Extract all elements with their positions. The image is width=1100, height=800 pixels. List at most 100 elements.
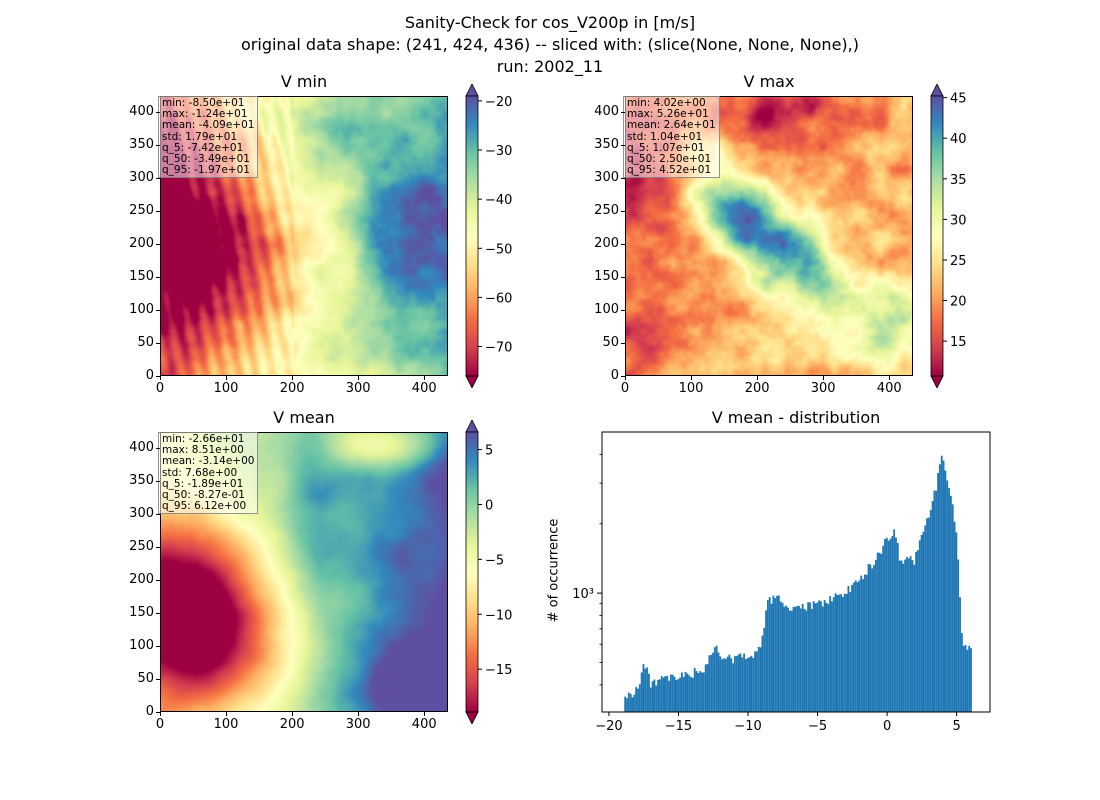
hist-bar bbox=[679, 677, 681, 712]
vmean-stats-box: min: -2.66e+01 max: 8.51e+00 mean: -3.14… bbox=[158, 432, 259, 515]
hist-bar bbox=[768, 597, 771, 712]
vmax-xtick-mark bbox=[757, 376, 759, 380]
vmax-xtick-mark bbox=[625, 376, 626, 380]
hist-bar bbox=[735, 655, 738, 712]
vmin-ytick-mark bbox=[156, 177, 160, 179]
hist-ylabel: # of occurrence bbox=[546, 518, 562, 623]
hist-bar bbox=[860, 575, 863, 712]
hist-bar bbox=[783, 606, 786, 712]
hist-bar bbox=[648, 673, 650, 712]
hist-bar bbox=[779, 601, 782, 712]
hist-bar bbox=[701, 672, 703, 712]
vmin-colorbar-extend-max bbox=[465, 84, 479, 97]
hist-bar bbox=[763, 627, 766, 712]
hist-bar bbox=[691, 677, 694, 712]
hist-bar bbox=[801, 604, 804, 712]
vmax-xtick-label: 400 bbox=[876, 381, 902, 396]
hist-bar bbox=[788, 610, 791, 712]
hist-bar bbox=[847, 585, 850, 712]
vmax-ytick-label: 300 bbox=[594, 169, 619, 185]
vmean-ytick-label: 150 bbox=[129, 604, 154, 620]
hist-title: V mean - distribution bbox=[711, 408, 881, 427]
hist-bar bbox=[746, 658, 749, 712]
vmax-ytick-label: 400 bbox=[594, 103, 619, 119]
hist-bar bbox=[638, 684, 641, 712]
hist-bar bbox=[666, 675, 669, 712]
hist-bar bbox=[878, 552, 881, 712]
vmin-stat-std: std: 1.79e+01 bbox=[162, 130, 238, 143]
vmean-stat-q95: q_95: 6.12e+00 bbox=[162, 500, 247, 513]
vmax-colorbar-tick-label: 35 bbox=[950, 173, 967, 188]
vmean-ytick-mark bbox=[156, 612, 160, 614]
vmin-ytick-mark bbox=[156, 342, 160, 344]
hist-bar bbox=[863, 574, 866, 712]
hist-bar bbox=[732, 663, 735, 712]
vmin-xtick-mark bbox=[292, 376, 294, 380]
vmin-xtick-label: 0 bbox=[155, 381, 165, 396]
vmin-colorbar-tick-label: −60 bbox=[485, 291, 512, 306]
vmean-colorbar-gradient bbox=[465, 431, 479, 713]
vmax-xtick-mark bbox=[823, 376, 825, 380]
hist-bar bbox=[682, 676, 685, 712]
hist-bar bbox=[712, 652, 714, 712]
vmax-xtick-label: 0 bbox=[620, 381, 630, 396]
hist-bar bbox=[737, 654, 740, 712]
hist-bar bbox=[626, 698, 628, 712]
hist-bar bbox=[948, 487, 950, 712]
vmax-ytick-label: 250 bbox=[594, 202, 619, 218]
vmean-xtick-mark bbox=[160, 712, 161, 716]
hist-bar bbox=[640, 672, 643, 712]
hist-bar bbox=[644, 668, 647, 712]
hist-bar bbox=[677, 679, 680, 712]
hist-bar bbox=[726, 656, 729, 712]
hist-bar bbox=[655, 685, 658, 712]
hist-bar bbox=[697, 673, 700, 712]
hist-bar bbox=[690, 677, 692, 712]
hist-bar bbox=[752, 658, 755, 712]
hist-bar bbox=[937, 472, 939, 712]
hist-bar bbox=[684, 671, 687, 712]
hist-bar bbox=[770, 603, 773, 712]
hist-bar bbox=[734, 656, 736, 712]
hist-bar bbox=[757, 646, 760, 712]
hist-bar bbox=[885, 537, 888, 712]
vmax-ytick-mark bbox=[621, 144, 625, 146]
vmax-xtick-label: 100 bbox=[678, 381, 704, 396]
vmin-ytick-mark bbox=[156, 276, 160, 278]
vmean-stat-max: max: 8.51e+00 bbox=[162, 444, 244, 457]
hist-frame bbox=[601, 431, 991, 713]
vmax-ytick-mark bbox=[621, 342, 625, 344]
hist-bar bbox=[968, 645, 971, 712]
hist-bar bbox=[799, 608, 802, 712]
hist-bar bbox=[642, 664, 645, 712]
vmin-ytick-label: 100 bbox=[129, 301, 154, 317]
hist-bar bbox=[792, 606, 795, 712]
vmax-title: V max bbox=[743, 72, 795, 91]
hist-bar bbox=[724, 658, 727, 712]
hist-bar bbox=[673, 676, 676, 712]
vmax-xtick-mark bbox=[691, 376, 693, 380]
hist-bar bbox=[829, 596, 832, 712]
vmean-colorbar-extend-min bbox=[465, 711, 479, 724]
hist-bar bbox=[686, 673, 689, 712]
hist-bar bbox=[781, 602, 784, 712]
vmin-xtick-label: 300 bbox=[345, 381, 371, 396]
hist-bar bbox=[966, 649, 969, 712]
hist-bar bbox=[924, 525, 927, 712]
hist-bar bbox=[659, 679, 661, 712]
hist-bar bbox=[889, 538, 892, 712]
hist-bar bbox=[766, 600, 769, 712]
hist-bar bbox=[662, 677, 665, 712]
vmax-ytick-label: 50 bbox=[602, 334, 619, 350]
vmean-ytick-mark bbox=[156, 513, 160, 515]
vmean-ytick-label: 200 bbox=[129, 571, 154, 587]
vmin-stat-q5: q_5: -7.42e+01 bbox=[162, 141, 244, 154]
hist-bar bbox=[717, 652, 720, 712]
hist-bar bbox=[730, 658, 733, 712]
hist-bar bbox=[719, 656, 722, 712]
vmin-ytick-label: 400 bbox=[129, 103, 154, 119]
hist-bar bbox=[748, 657, 751, 712]
hist-bar bbox=[904, 559, 907, 712]
vmin-colorbar-tick-label: −50 bbox=[485, 242, 512, 257]
hist-bar bbox=[803, 608, 806, 712]
